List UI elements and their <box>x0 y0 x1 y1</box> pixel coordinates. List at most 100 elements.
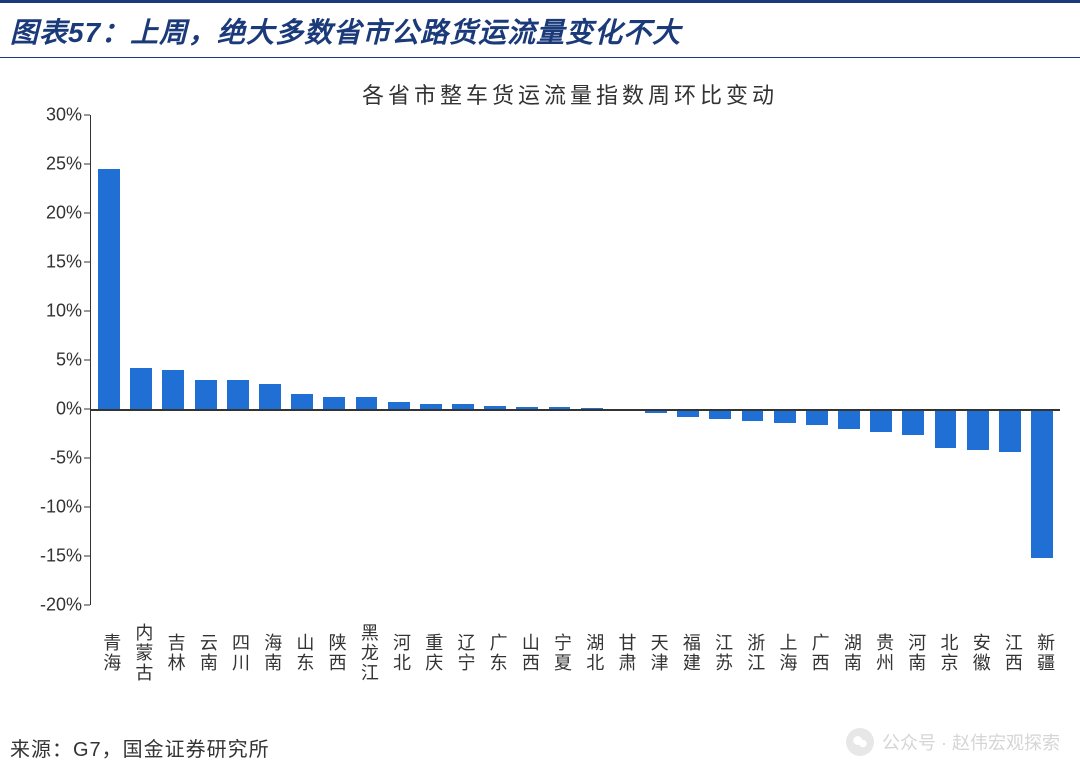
x-label: 内蒙古 <box>124 613 156 693</box>
x-label: 重庆 <box>414 613 446 693</box>
chart-title: 各省市整车货运流量指数周环比变动 <box>80 78 1060 110</box>
zero-axis-line <box>91 409 1060 411</box>
bar-slot <box>608 115 640 605</box>
bar-slot <box>994 115 1026 605</box>
chart-header: 图表57：上周，绝大多数省市公路货运流量变化不大 <box>0 0 1080 58</box>
source-footer: 来源：G7，国金证券研究所 <box>10 733 270 762</box>
chart-header-title: 图表57：上周，绝大多数省市公路货运流量变化不大 <box>10 11 1070 51</box>
bar <box>806 409 828 425</box>
bar <box>742 409 764 421</box>
x-label: 云南 <box>189 613 221 693</box>
bar-slot <box>865 115 897 605</box>
bar <box>356 397 378 409</box>
y-tick-label: -20% <box>40 595 82 616</box>
bar <box>838 409 860 429</box>
bar-slot <box>640 115 672 605</box>
bar-slot <box>801 115 833 605</box>
x-label: 江苏 <box>704 613 736 693</box>
x-label: 甘肃 <box>607 613 639 693</box>
x-label: 陕西 <box>317 613 349 693</box>
bar-slot <box>672 115 704 605</box>
chart-area: 各省市整车货运流量指数周环比变动 -20% -15% -10% -5% 0% 5% 10% 1… <box>0 58 1080 698</box>
y-tick-label: 0% <box>56 399 82 420</box>
x-label: 四川 <box>221 613 253 693</box>
x-label: 浙江 <box>736 613 768 693</box>
bar <box>259 384 281 409</box>
y-tick-label: -15% <box>40 546 82 567</box>
bar <box>227 380 249 409</box>
bar <box>388 402 410 409</box>
bar-slot <box>1026 115 1058 605</box>
y-tick-label: -10% <box>40 497 82 518</box>
wechat-icon <box>846 728 874 756</box>
bar <box>774 409 796 423</box>
bar-slot <box>962 115 994 605</box>
x-label: 福建 <box>672 613 704 693</box>
x-label: 湖北 <box>575 613 607 693</box>
bar-slot <box>254 115 286 605</box>
x-label: 广西 <box>800 613 832 693</box>
bar <box>98 169 120 409</box>
x-axis-labels: 青海内蒙古吉林云南四川海南山东陕西黑龙江河北重庆辽宁广东山西宁夏湖北甘肃天津福建… <box>90 613 1060 693</box>
x-label: 安徽 <box>961 613 993 693</box>
bar <box>967 409 989 450</box>
bar-slot <box>833 115 865 605</box>
y-axis: -20%-15%-10%-5%0%5%10%15%20%25%30% <box>20 115 90 605</box>
bar <box>1031 409 1053 558</box>
y-tick-label: 10% <box>46 301 82 322</box>
x-label: 河北 <box>382 613 414 693</box>
y-tick-label: 25% <box>46 154 82 175</box>
plot-wrapper: -20%-15%-10%-5%0%5%10%15%20%25%30% 青海内蒙古… <box>20 115 1060 675</box>
bar-slot <box>929 115 961 605</box>
bar <box>162 370 184 409</box>
x-label: 海南 <box>253 613 285 693</box>
y-tick-label: -5% <box>50 448 82 469</box>
x-label: 吉林 <box>156 613 188 693</box>
bar-slot <box>125 115 157 605</box>
y-tick-label: 30% <box>46 105 82 126</box>
watermark-text: 公众号 · 赵伟宏观探索 <box>882 729 1060 755</box>
bar-slot <box>897 115 929 605</box>
bar-slot <box>576 115 608 605</box>
bar <box>130 368 152 409</box>
x-label: 天津 <box>639 613 671 693</box>
x-label: 贵州 <box>865 613 897 693</box>
bar-slot <box>93 115 125 605</box>
bar-slot <box>511 115 543 605</box>
bar-slot <box>415 115 447 605</box>
bars-container <box>91 115 1060 605</box>
bar-slot <box>157 115 189 605</box>
bar <box>999 409 1021 452</box>
x-label: 北京 <box>929 613 961 693</box>
bar-slot <box>447 115 479 605</box>
x-label: 山西 <box>511 613 543 693</box>
x-label: 辽宁 <box>446 613 478 693</box>
bar-slot <box>318 115 350 605</box>
bar-slot <box>286 115 318 605</box>
x-label: 山东 <box>285 613 317 693</box>
bar-slot <box>190 115 222 605</box>
bar-slot <box>769 115 801 605</box>
bar-slot <box>543 115 575 605</box>
bar-slot <box>704 115 736 605</box>
x-label: 河南 <box>897 613 929 693</box>
x-label: 广东 <box>478 613 510 693</box>
plot-region <box>90 115 1060 605</box>
bar-slot <box>350 115 382 605</box>
bar-slot <box>736 115 768 605</box>
y-tick-label: 5% <box>56 350 82 371</box>
bar <box>935 409 957 448</box>
bar <box>870 409 892 432</box>
x-label: 湖南 <box>833 613 865 693</box>
bar-slot <box>222 115 254 605</box>
bar-slot <box>479 115 511 605</box>
x-label: 新疆 <box>1026 613 1058 693</box>
y-tick-label: 15% <box>46 252 82 273</box>
x-label: 江西 <box>994 613 1026 693</box>
x-label: 青海 <box>92 613 124 693</box>
x-label: 宁夏 <box>543 613 575 693</box>
y-tick-label: 20% <box>46 203 82 224</box>
bar <box>195 380 217 409</box>
bar <box>291 394 313 409</box>
x-label: 黑龙江 <box>350 613 382 693</box>
